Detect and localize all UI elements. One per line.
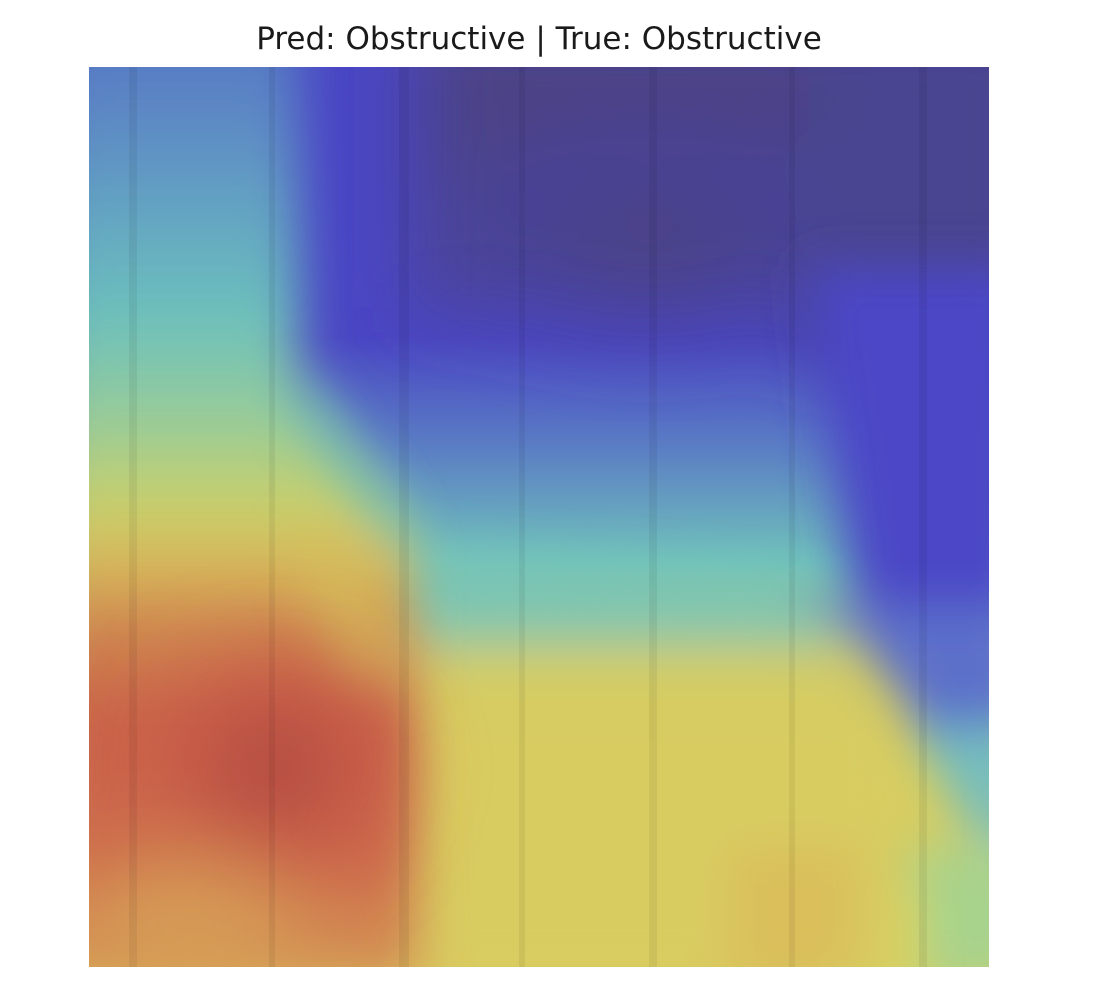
heatmap-image	[89, 67, 989, 967]
heatmap-overlay	[89, 67, 989, 967]
figure-title: Pred: Obstructive | True: Obstructive	[256, 21, 822, 57]
